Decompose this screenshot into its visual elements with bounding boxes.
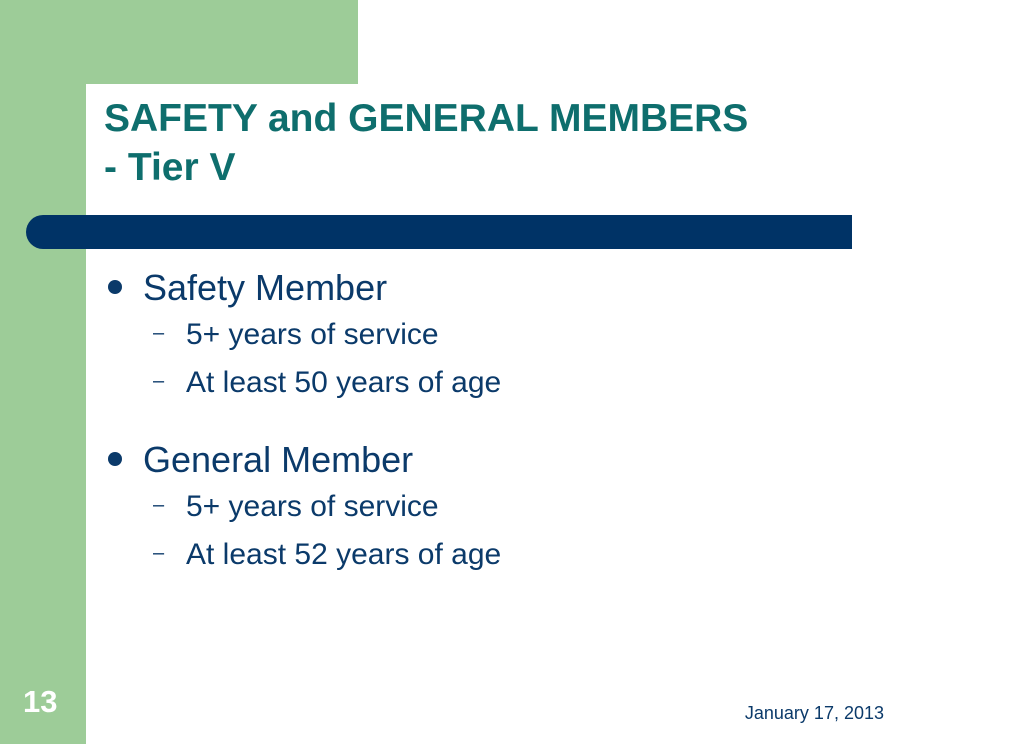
dash-bullet-icon: – <box>153 370 165 392</box>
section-general-member: General Member – 5+ years of service – A… <box>104 434 864 580</box>
sub-bullet-item: – At least 50 years of age <box>104 360 864 408</box>
bullet-heading: Safety Member <box>143 267 388 308</box>
slide-number: 13 <box>23 684 58 719</box>
dash-bullet-icon: – <box>153 322 165 344</box>
footer-date: January 17, 2013 <box>744 703 884 723</box>
bullet-item: Safety Member <box>104 262 864 312</box>
sub-bullet-text: 5+ years of service <box>186 490 439 523</box>
section-safety-member: Safety Member – 5+ years of service – At… <box>104 262 864 408</box>
slide-title: SAFETY and GENERAL MEMBERS - Tier V <box>104 97 749 189</box>
sub-bullet-text: At least 50 years of age <box>186 366 502 399</box>
dash-bullet-icon: – <box>153 494 165 516</box>
sub-bullet-item: – 5+ years of service <box>104 484 864 532</box>
dash-bullet-icon: – <box>153 542 165 564</box>
sub-bullet-item: – At least 52 years of age <box>104 532 864 580</box>
sub-bullet-text: 5+ years of service <box>186 318 439 351</box>
content-panel <box>86 84 1023 744</box>
green-side-band <box>0 0 86 744</box>
sub-bullet-item: – 5+ years of service <box>104 312 864 360</box>
green-top-band <box>0 0 358 84</box>
bullet-list: Safety Member – 5+ years of service – At… <box>104 262 864 606</box>
round-bullet-icon <box>108 280 122 294</box>
sub-bullet-text: At least 52 years of age <box>186 538 502 571</box>
bullet-heading: General Member <box>143 439 414 480</box>
bullet-item: General Member <box>104 434 864 484</box>
title-divider-bar <box>26 215 852 249</box>
round-bullet-icon <box>108 452 122 466</box>
